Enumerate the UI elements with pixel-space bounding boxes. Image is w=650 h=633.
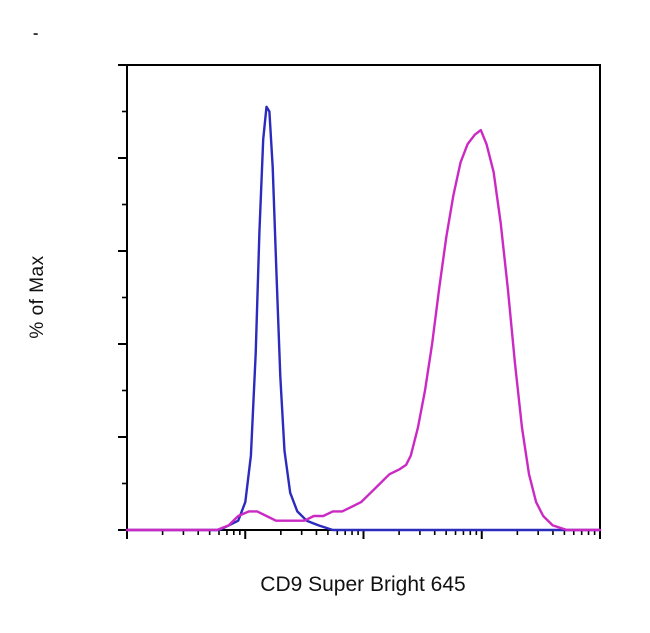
y-axis-label: % of Max bbox=[27, 255, 48, 339]
magenta-curve bbox=[125, 128, 602, 532]
x-axis-label: CD9 Super Bright 645 bbox=[260, 573, 466, 596]
plot-frame bbox=[126, 64, 601, 531]
stray-mark: - bbox=[33, 25, 39, 42]
